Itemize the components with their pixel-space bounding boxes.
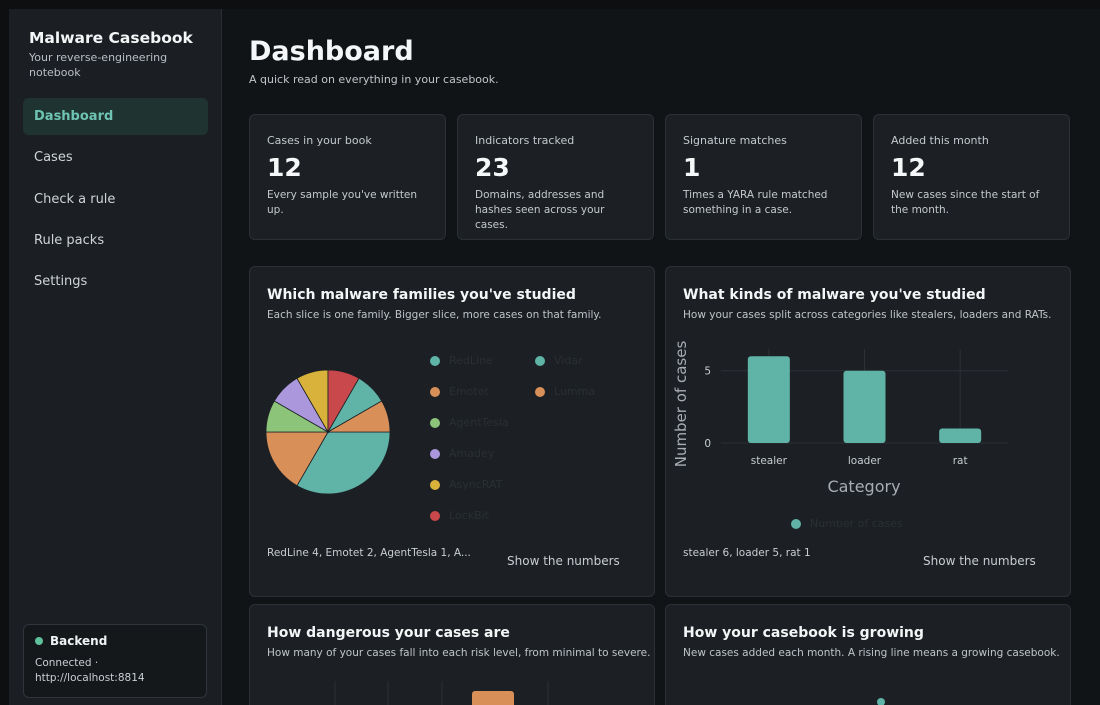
bar-loader[interactable]	[843, 370, 886, 443]
legend-marker-icon	[430, 448, 440, 459]
pie-slice-lumma[interactable]	[326, 400, 391, 433]
app-title: Malware Casebook	[29, 29, 193, 47]
y-axis-label: Number of cases	[672, 341, 690, 468]
growth-line-chart	[877, 698, 885, 705]
stat-description: New cases since the start of the month.	[891, 189, 1040, 216]
sidebar-nav: Dashboard Cases Check a rule Rule packs …	[23, 98, 208, 304]
card-subtitle: New cases added each month. A rising lin…	[683, 647, 1060, 659]
pie-legend-item[interactable]: Lumma	[535, 385, 595, 398]
card-title: Which malware families you've studied	[267, 287, 576, 303]
legend-marker-icon	[430, 510, 440, 521]
stat-value: 12	[891, 153, 926, 182]
kinds-chart-card: What kinds of malware you've studied How…	[665, 266, 1071, 597]
risk-level-chart-card: How dangerous your cases are How many of…	[249, 604, 655, 705]
stat-card-indicators: Indicators tracked 23 Domains, addresses…	[457, 114, 654, 240]
pie-legend-item[interactable]: LockBit	[430, 509, 489, 522]
sidebar-item-rule-packs[interactable]: Rule packs	[34, 232, 105, 248]
card-subtitle: Each slice is one family. Bigger slice, …	[267, 309, 602, 321]
legend-marker-icon	[430, 479, 440, 490]
bar-legend-item: Number of cases	[791, 517, 903, 530]
legend-label: RedLine	[449, 354, 493, 367]
app-subtitle: Your reverse-engineering notebook	[29, 51, 168, 79]
kinds-bar-chart: 0 5 stealer loader rat Number of cases Categ…	[672, 341, 1008, 496]
app-window: Malware Casebook Your reverse-engineerin…	[9, 9, 1100, 705]
stat-value: 12	[267, 153, 302, 182]
stat-label: Signature matches	[683, 134, 787, 147]
stat-card-signature-matches: Signature matches 1 Times a YARA rule ma…	[665, 114, 862, 240]
stat-description: Every sample you've written up.	[267, 189, 418, 216]
families-chart-card: Which malware families you've studied Ea…	[249, 266, 655, 597]
legend-label: AsyncRAT	[449, 478, 503, 491]
backend-status-header: Backend	[35, 634, 195, 648]
legend-label: Lumma	[554, 385, 596, 398]
pie-legend-item[interactable]: AgentTesla	[430, 416, 509, 429]
legend-label: LockBit	[449, 509, 489, 522]
x-tick-label: rat	[953, 455, 968, 467]
show-numbers-button[interactable]: Show the numbers	[923, 554, 1036, 568]
show-numbers-button[interactable]: Show the numbers	[507, 554, 620, 568]
main-content: Dashboard A quick read on everything in …	[222, 9, 1100, 705]
sidebar: Malware Casebook Your reverse-engineerin…	[9, 9, 222, 705]
pie-legend-item[interactable]: Emotet	[430, 385, 489, 398]
backend-connection-text: Connected · http://localhost:8814	[35, 657, 145, 684]
growth-chart-card: How your casebook is growing New cases a…	[665, 604, 1071, 705]
pie-slice-redline[interactable]	[296, 431, 391, 495]
stat-label: Indicators tracked	[475, 134, 575, 147]
families-pie-chart	[265, 369, 391, 495]
sidebar-item-cases[interactable]: Cases	[34, 150, 73, 166]
legend-marker-icon	[430, 417, 440, 428]
legend-marker-icon	[791, 518, 801, 529]
sidebar-item-settings[interactable]: Settings	[34, 274, 88, 290]
stat-value: 23	[475, 153, 510, 182]
sidebar-item-dashboard[interactable]: Dashboard	[23, 98, 208, 135]
sidebar-item-check-a-rule[interactable]: Check a rule	[34, 191, 116, 207]
risk-bar	[472, 691, 514, 705]
risk-level-bar-chart	[334, 681, 549, 705]
stat-description: Times a YARA rule matched something in a…	[683, 189, 828, 216]
x-axis-label: Category	[827, 477, 900, 496]
legend-marker-icon	[430, 386, 440, 397]
y-tick-label: 0	[704, 438, 711, 450]
stat-card-cases: Cases in your book 12 Every sample you'v…	[249, 114, 446, 240]
pie-legend-item[interactable]: Vidar	[535, 354, 583, 367]
card-subtitle: How your cases split across categories l…	[683, 309, 1052, 321]
legend-label: Amadey	[449, 447, 495, 460]
page-subtitle: A quick read on everything in your caseb…	[249, 73, 499, 86]
legend-label: Number of cases	[810, 517, 903, 530]
card-title: What kinds of malware you've studied	[683, 287, 986, 303]
legend-marker-icon	[535, 386, 545, 397]
card-subtitle: How many of your cases fall into each ri…	[267, 647, 651, 659]
y-tick-label: 5	[704, 366, 711, 378]
card-summary: RedLine 4, Emotet 2, AgentTesla 1, A...	[267, 547, 471, 559]
legend-label: Vidar	[554, 354, 583, 367]
legend-marker-icon	[430, 355, 440, 366]
x-tick-label: stealer	[751, 455, 788, 467]
stat-label: Cases in your book	[267, 134, 372, 147]
card-title: How dangerous your cases are	[267, 625, 510, 641]
page-title: Dashboard	[249, 36, 414, 67]
backend-status-panel: Backend Connected · http://localhost:881…	[23, 624, 207, 698]
backend-label: Backend	[50, 634, 108, 648]
stat-value: 1	[683, 153, 701, 182]
stat-card-added-this-month: Added this month 12 New cases since the …	[873, 114, 1070, 240]
legend-label: AgentTesla	[449, 416, 509, 429]
x-tick-label: loader	[848, 455, 882, 467]
pie-legend-item[interactable]: AsyncRAT	[430, 478, 502, 491]
pie-slice-emotet[interactable]	[265, 431, 329, 487]
stat-label: Added this month	[891, 134, 989, 147]
legend-marker-icon	[535, 355, 545, 366]
bar-rat[interactable]	[939, 428, 982, 443]
legend-label: Emotet	[449, 385, 489, 398]
stat-description: Domains, addresses and hashes seen acros…	[475, 189, 605, 231]
card-title: How your casebook is growing	[683, 625, 924, 641]
pie-legend-item[interactable]: RedLine	[430, 354, 493, 367]
bar-stealer[interactable]	[747, 356, 790, 443]
growth-point	[877, 698, 885, 705]
pie-legend-item[interactable]: Amadey	[430, 447, 494, 460]
status-dot-icon	[35, 637, 43, 645]
card-summary: stealer 6, loader 5, rat 1	[683, 547, 811, 559]
